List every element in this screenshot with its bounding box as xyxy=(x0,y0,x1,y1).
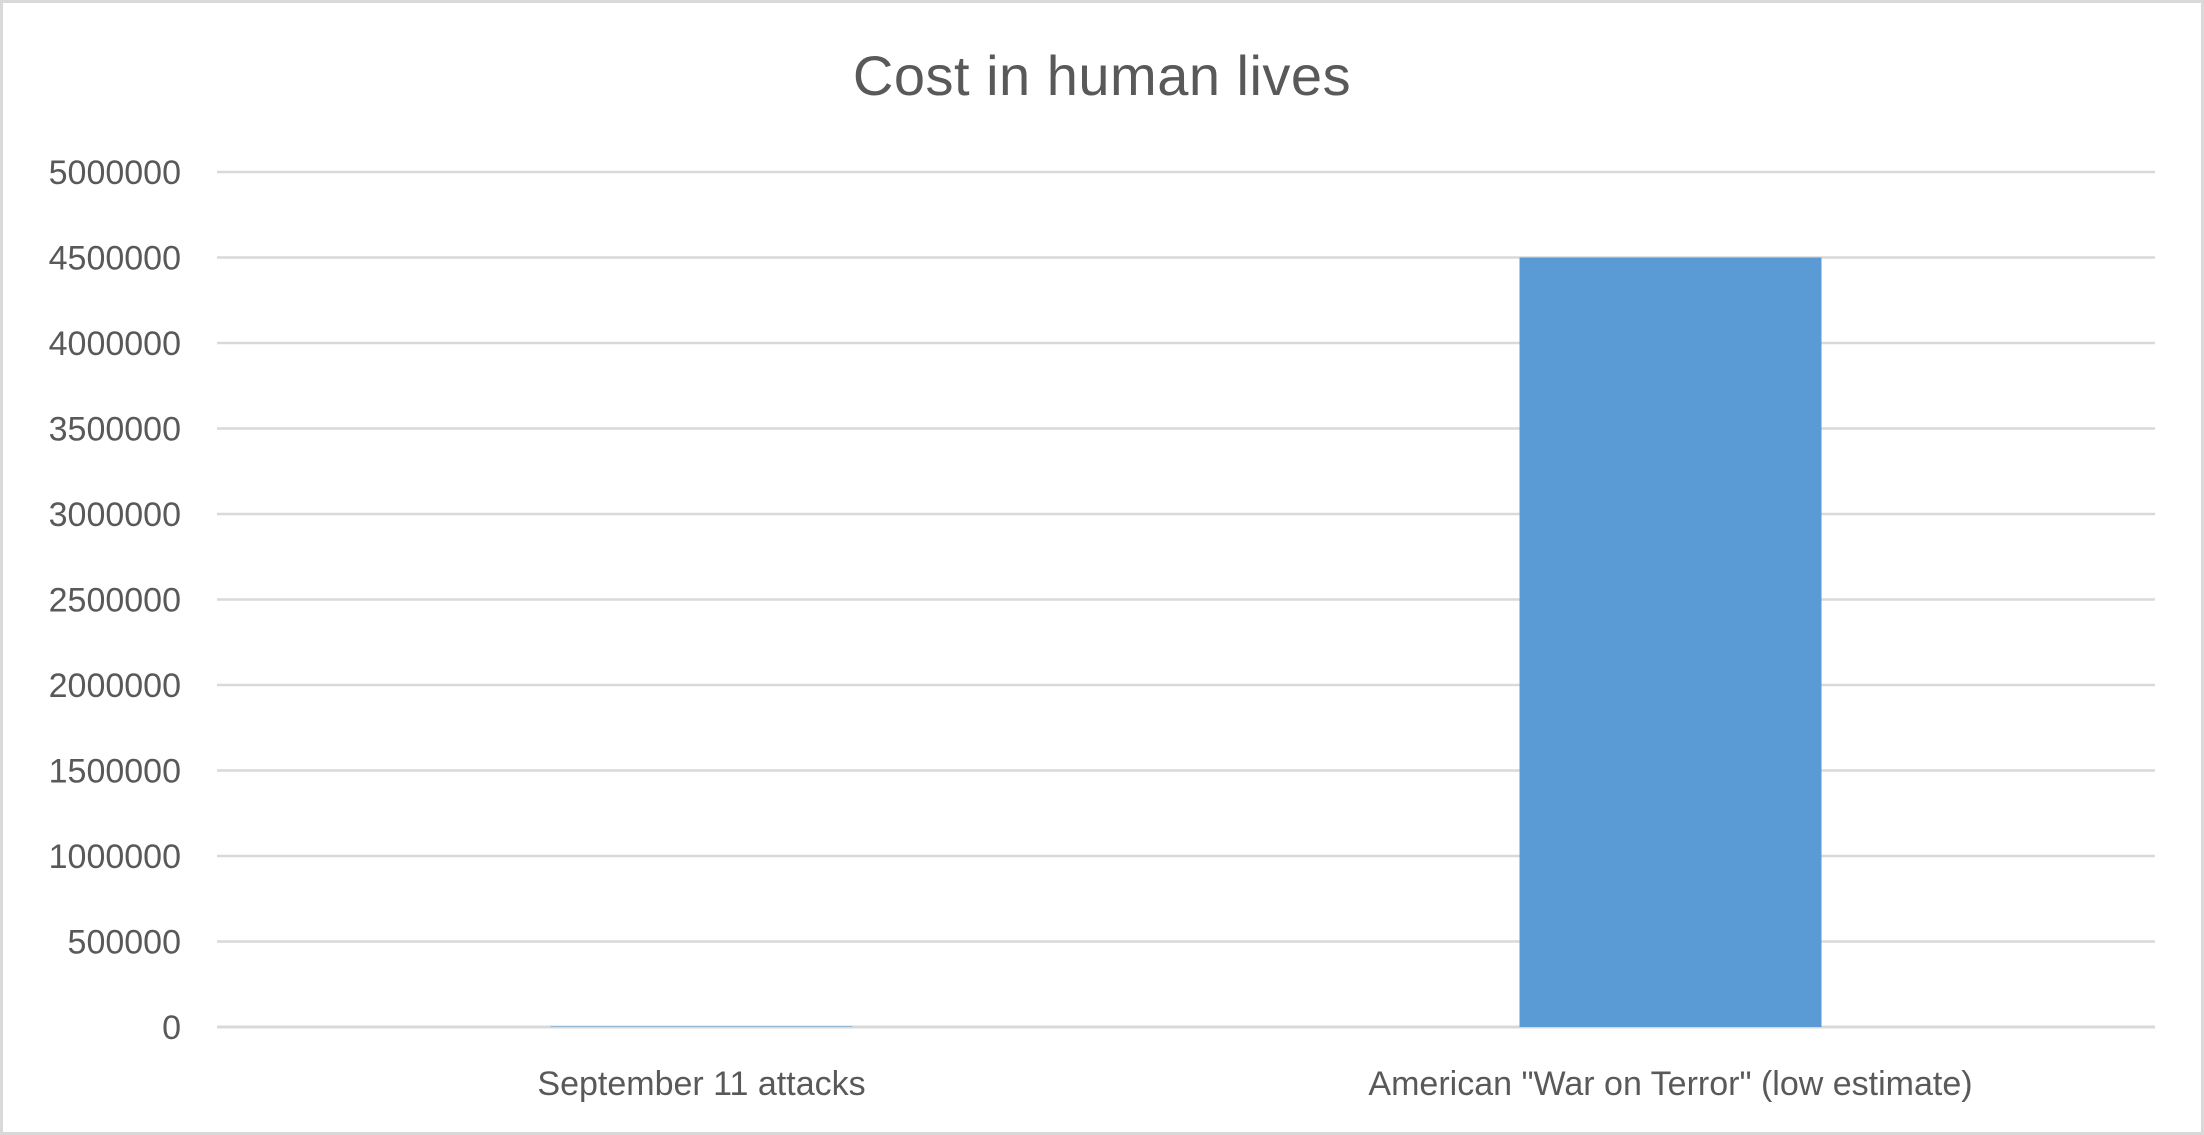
y-tick-label: 3500000 xyxy=(49,411,181,449)
y-tick-label: 2500000 xyxy=(49,582,181,620)
gridlines xyxy=(217,170,2155,1029)
bars xyxy=(550,257,1822,1027)
y-tick-label: 3000000 xyxy=(49,496,181,534)
bar xyxy=(550,1026,853,1027)
x-category-label: September 11 attacks xyxy=(537,1065,865,1103)
y-tick-label: 2000000 xyxy=(49,667,181,705)
y-axis-tick-labels: 0 500000 1000000 1500000 2000000 2500000 30000… xyxy=(49,154,181,1047)
y-tick-label: 0 xyxy=(162,1009,181,1047)
chart-title: Cost in human lives xyxy=(852,44,1352,107)
x-axis-category-labels: September 11 attacks American "War on Ter… xyxy=(537,1065,1972,1103)
y-tick-label: 5000000 xyxy=(49,154,181,192)
y-tick-label: 1500000 xyxy=(49,753,181,791)
x-category-label: American "War on Terror" (low estimate) xyxy=(1368,1065,1972,1103)
y-tick-label: 500000 xyxy=(68,924,181,962)
bar xyxy=(1519,257,1822,1027)
bar-chart-plot: 0 500000 1000000 1500000 2000000 2500000 30000… xyxy=(49,154,2155,1103)
y-tick-label: 4000000 xyxy=(49,325,181,363)
y-tick-label: 1000000 xyxy=(49,838,181,876)
y-tick-label: 4500000 xyxy=(49,240,181,278)
